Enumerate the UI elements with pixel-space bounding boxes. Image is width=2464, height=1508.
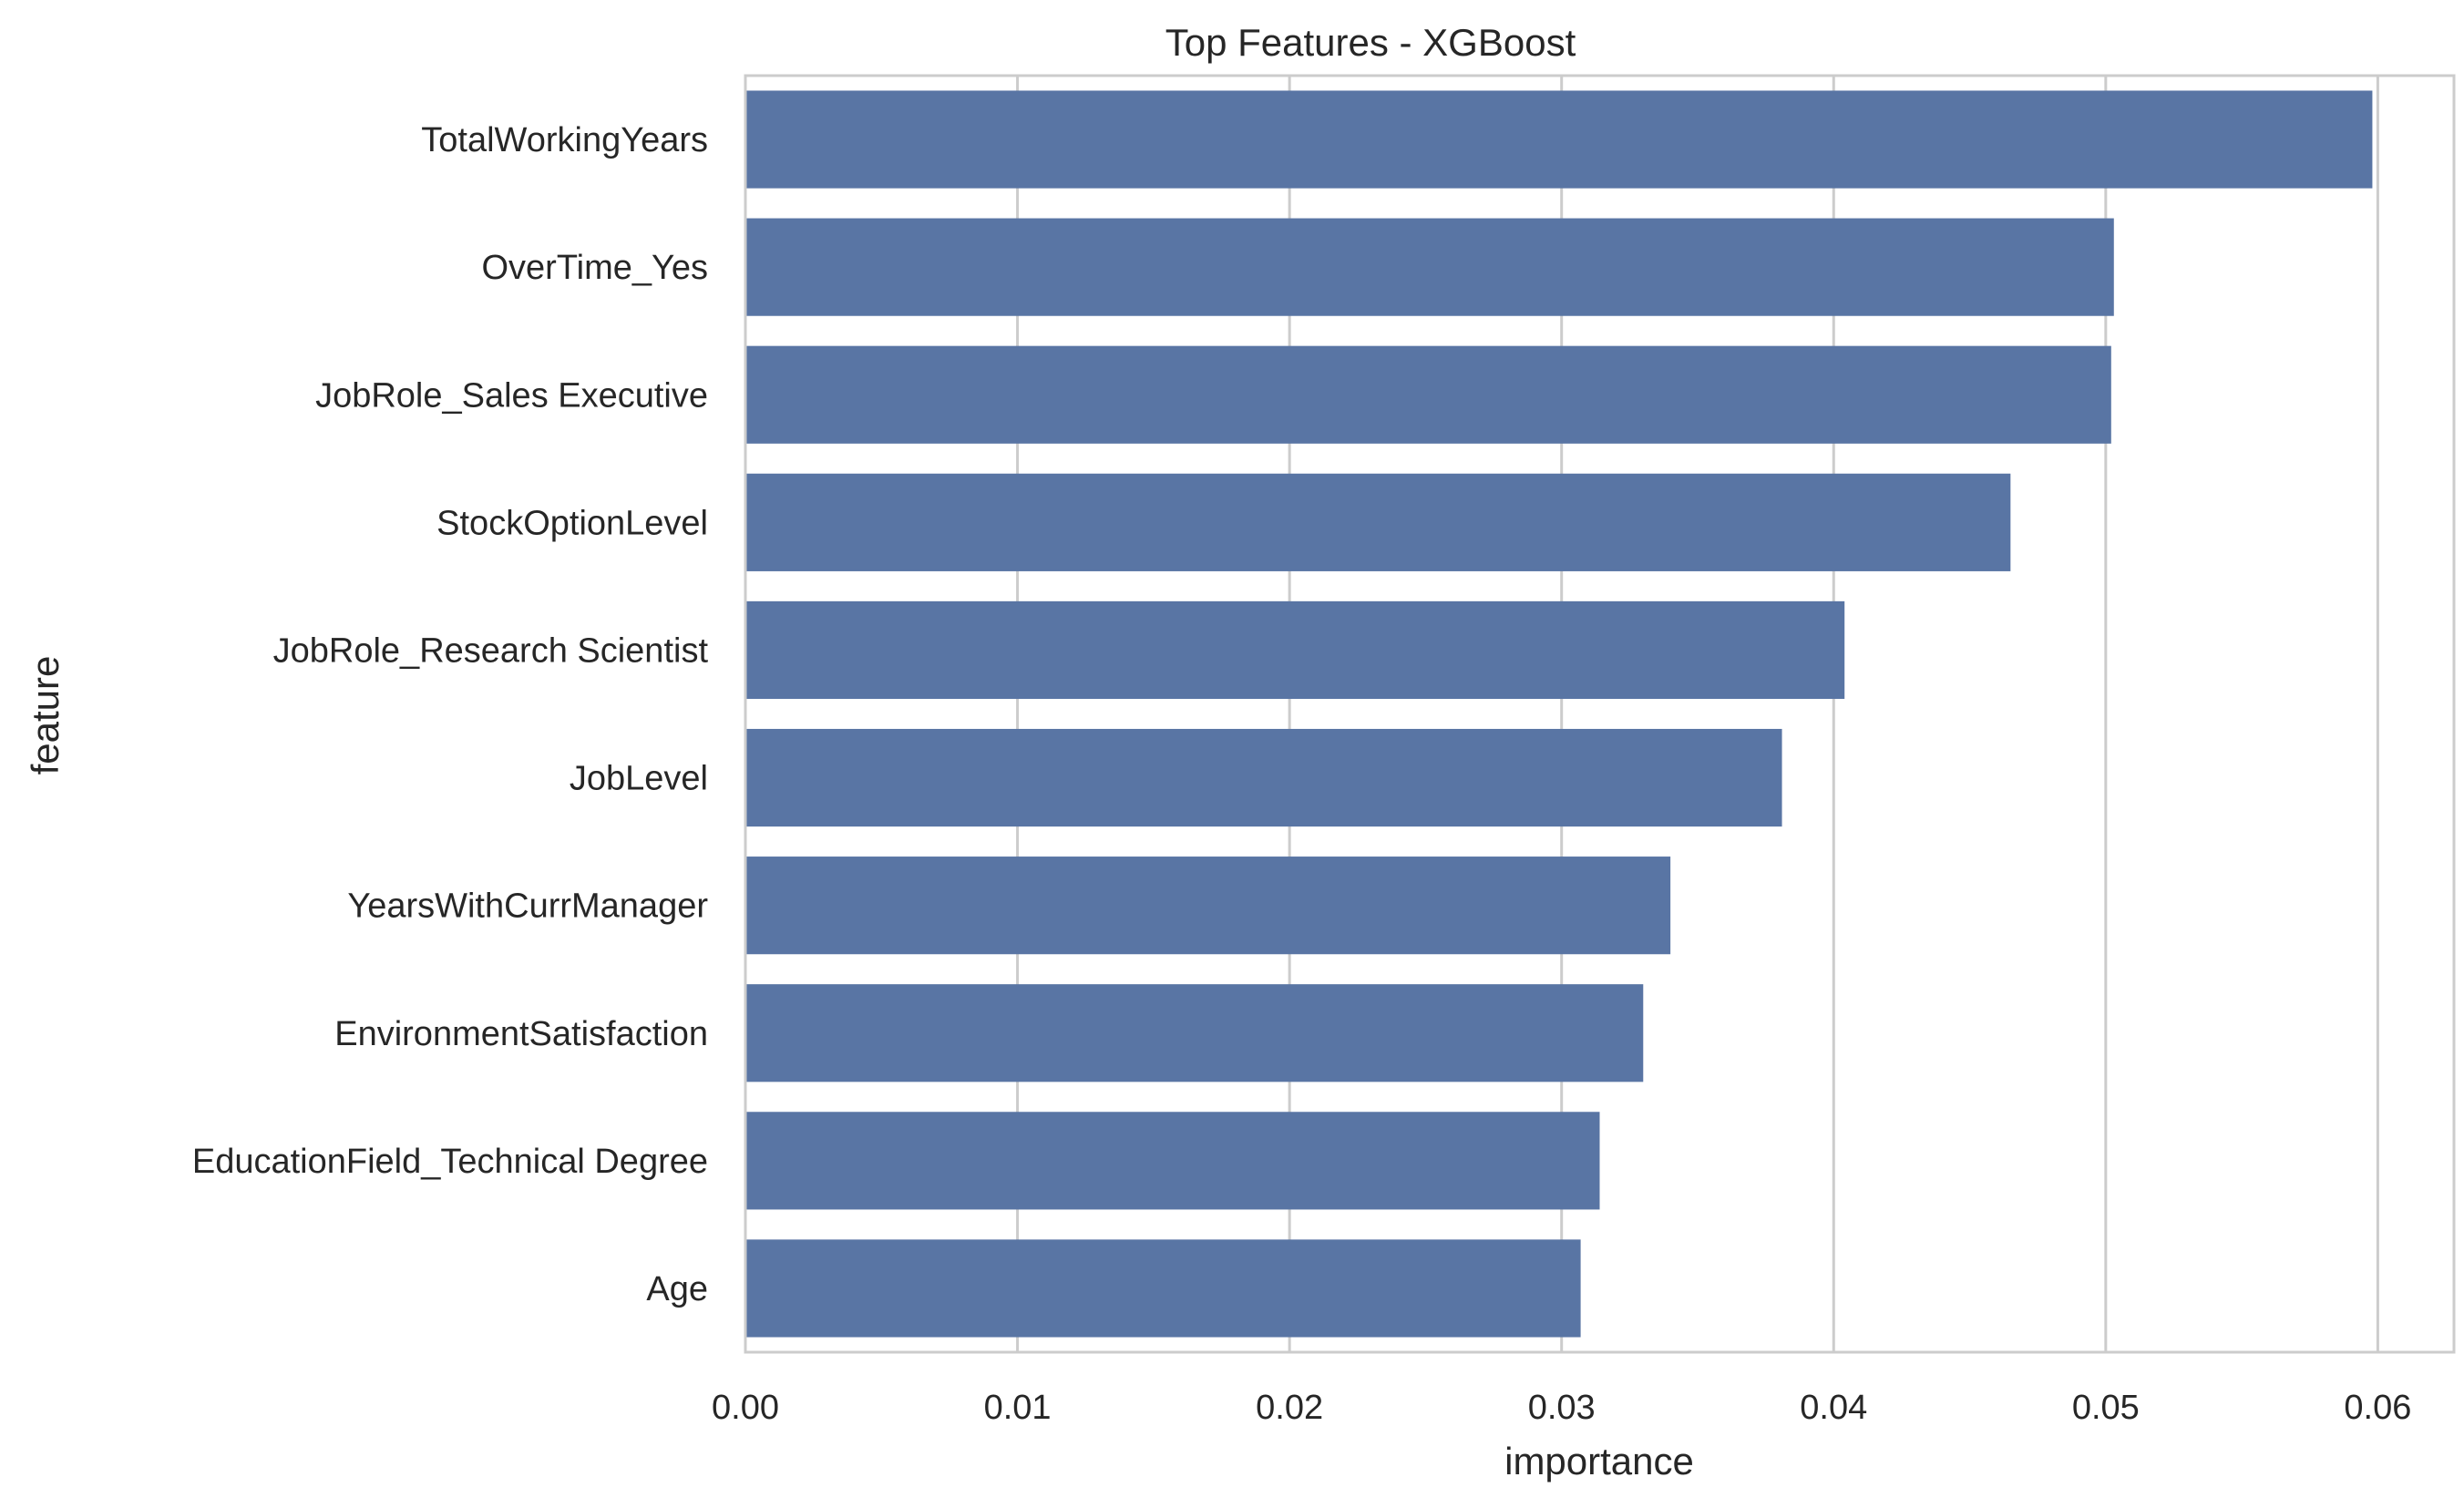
bar (745, 600, 1845, 700)
bar (745, 984, 1644, 1082)
bar (745, 345, 2111, 444)
y-axis-label: feature (24, 656, 67, 775)
y-tick-label: JobLevel (570, 760, 708, 798)
y-tick-label: OverTime_Yes (481, 249, 708, 287)
y-tick-label: JobRole_Sales Executive (315, 376, 708, 415)
bar (745, 857, 1671, 955)
x-tick-label: 0.02 (1256, 1389, 1323, 1427)
x-tick-label: 0.00 (712, 1389, 779, 1427)
y-tick-label: StockOptionLevel (436, 504, 708, 542)
y-tick-labels: TotalWorkingYears OverTime_Yes JobRole_Sal… (192, 121, 709, 1308)
x-tick-label: 0.01 (984, 1389, 1052, 1427)
x-tick-label: 0.03 (1528, 1389, 1596, 1427)
y-tick-label: EducationField_Technical Degree (192, 1143, 708, 1181)
bar (745, 1112, 1600, 1210)
plot-frame (744, 74, 2456, 1354)
bar (745, 728, 1782, 827)
y-tick-label: Age (646, 1270, 708, 1308)
x-tick-label: 0.04 (1800, 1389, 1867, 1427)
bar (745, 90, 2373, 189)
bar (745, 1239, 1581, 1338)
x-tick-label: 0.06 (2344, 1389, 2411, 1427)
chart-title: Top Features - XGBoost (1165, 21, 1576, 64)
bars-layer (745, 90, 2373, 1338)
bar (745, 473, 2011, 571)
x-tick-labels: 0.00 0.01 0.02 0.03 0.04 0.05 0.06 (712, 1389, 2411, 1427)
y-tick-label: EnvironmentSatisfaction (334, 1015, 708, 1053)
y-tick-label: JobRole_Research Scientist (273, 631, 709, 670)
y-tick-label: TotalWorkingYears (421, 121, 708, 159)
x-axis-label: importance (1504, 1440, 1694, 1482)
y-tick-label: YearsWithCurrManager (347, 887, 708, 926)
bar (745, 218, 2114, 316)
x-tick-label: 0.05 (2072, 1389, 2140, 1427)
